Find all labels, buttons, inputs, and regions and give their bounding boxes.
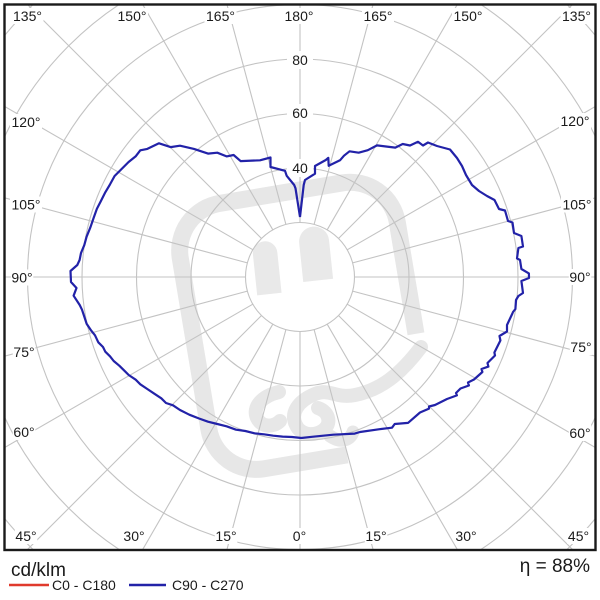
svg-text:135°: 135°	[13, 8, 42, 24]
svg-text:η = 88%: η = 88%	[520, 556, 590, 577]
svg-text:105°: 105°	[563, 197, 592, 213]
svg-text:135°: 135°	[562, 8, 591, 24]
svg-text:60°: 60°	[13, 424, 34, 440]
svg-text:165°: 165°	[206, 8, 235, 24]
svg-text:30°: 30°	[123, 528, 144, 544]
svg-text:40: 40	[292, 160, 308, 176]
svg-text:C0 - C180: C0 - C180	[52, 577, 116, 593]
svg-text:120°: 120°	[12, 114, 41, 130]
svg-text:105°: 105°	[12, 197, 41, 213]
svg-text:165°: 165°	[364, 8, 393, 24]
svg-text:15°: 15°	[215, 528, 236, 544]
svg-text:150°: 150°	[454, 8, 483, 24]
svg-text:90°: 90°	[11, 270, 32, 286]
svg-text:45°: 45°	[15, 528, 36, 544]
svg-text:150°: 150°	[118, 8, 147, 24]
svg-text:15°: 15°	[365, 528, 386, 544]
svg-text:90°: 90°	[569, 269, 590, 285]
svg-text:0°: 0°	[293, 528, 306, 544]
svg-text:60°: 60°	[569, 425, 590, 441]
svg-text:120°: 120°	[561, 113, 590, 129]
svg-text:cd/klm: cd/klm	[11, 560, 66, 581]
svg-text:75°: 75°	[570, 339, 591, 355]
svg-text:45°: 45°	[568, 528, 589, 544]
svg-text:75°: 75°	[13, 344, 34, 360]
svg-text:80: 80	[292, 52, 308, 68]
svg-text:180°: 180°	[285, 8, 314, 24]
svg-text:60: 60	[292, 105, 308, 121]
svg-text:30°: 30°	[455, 528, 476, 544]
svg-text:C90 - C270: C90 - C270	[172, 577, 244, 593]
